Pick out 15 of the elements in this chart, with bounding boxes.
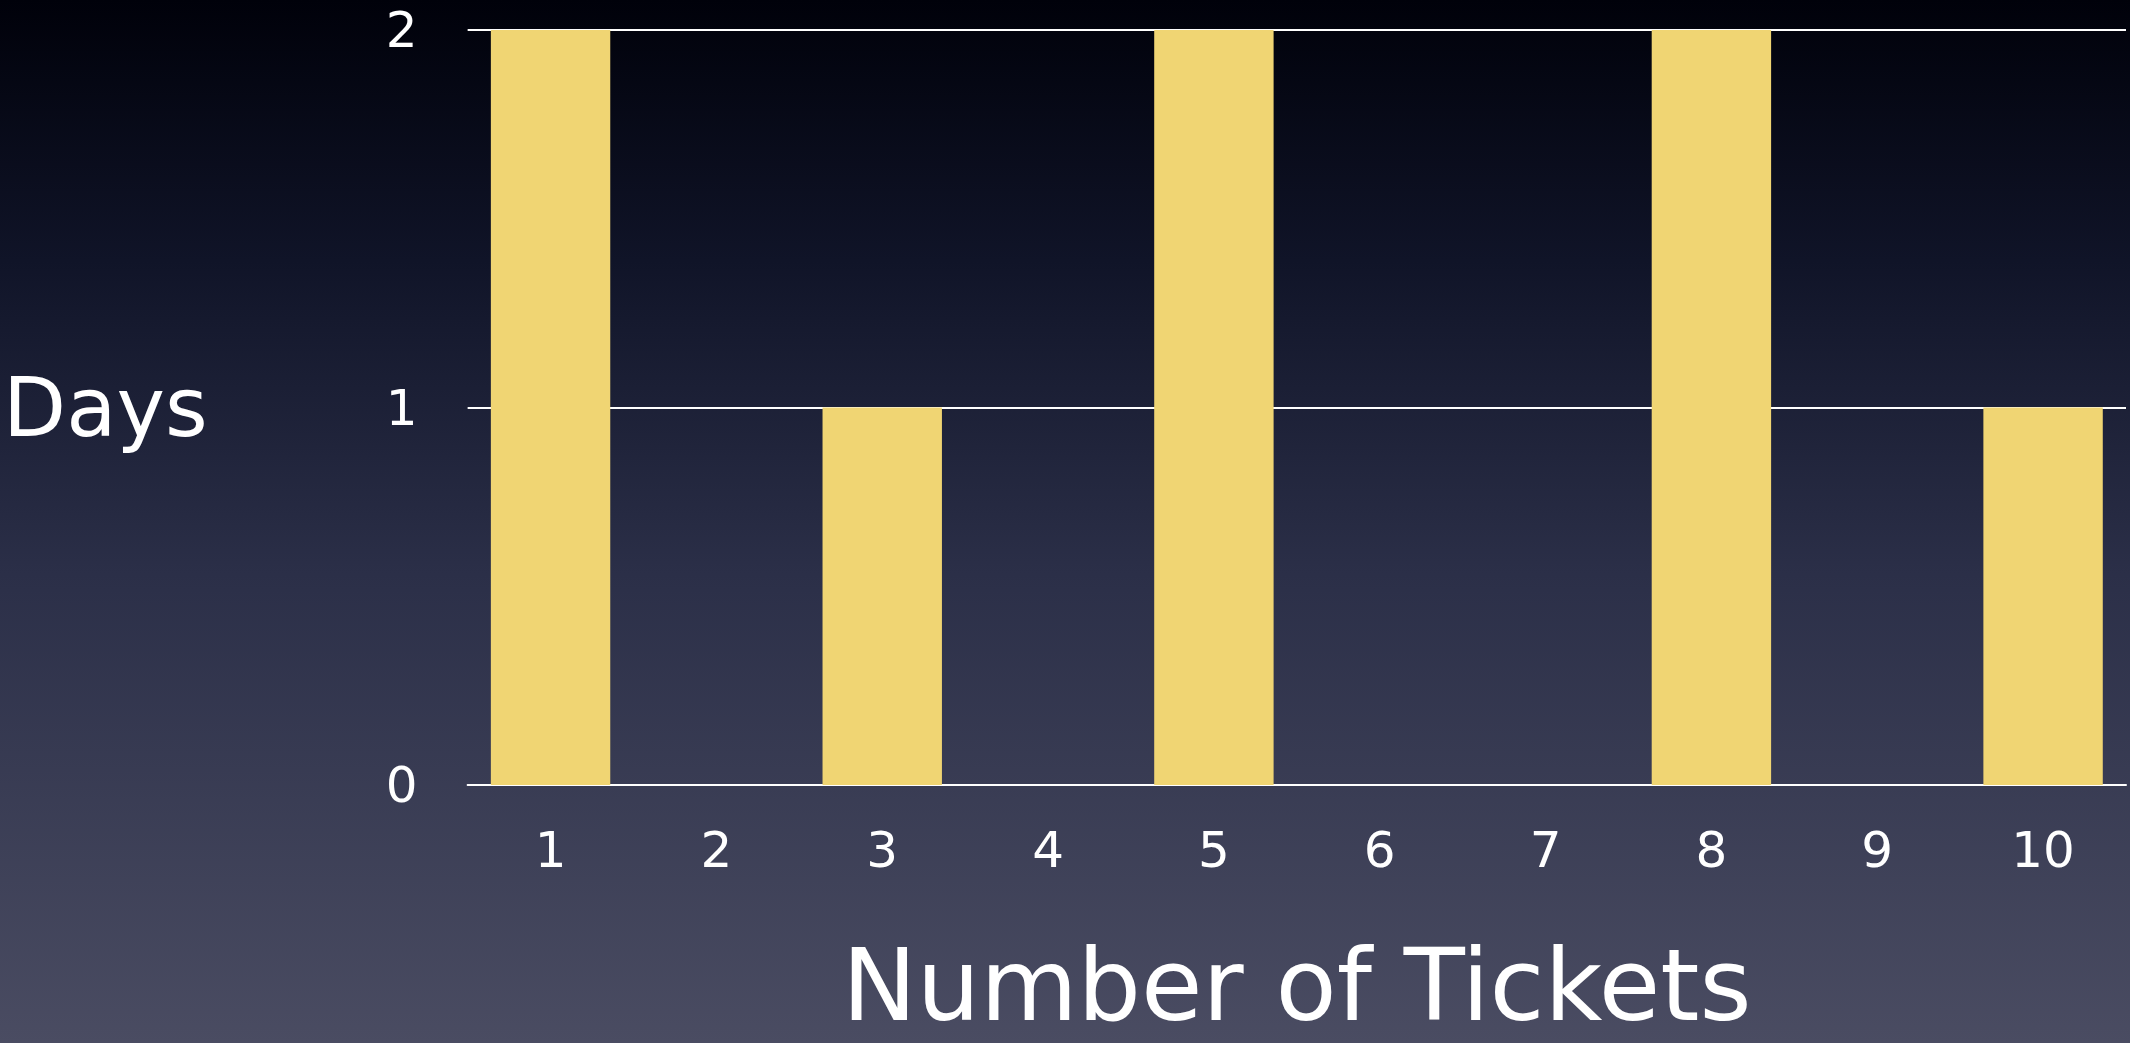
x-tick-label: 7: [1529, 821, 1562, 879]
y-tick-label: 1: [385, 378, 418, 437]
y-tick-label: 2: [385, 1, 418, 59]
x-tick-label: 8: [1695, 821, 1728, 879]
x-tick-label: 6: [1363, 821, 1396, 879]
x-tick-label: 9: [1861, 821, 1894, 879]
x-tick-label: 2: [700, 821, 733, 879]
x-tick-label: 4: [1032, 821, 1064, 879]
x-tick-label: 1: [534, 821, 567, 879]
x-axis-title: Number of Tickets: [842, 926, 1752, 1043]
y-axis-title: Days: [3, 360, 208, 455]
x-tick-label: 5: [1198, 821, 1230, 879]
x-tick-label: 10: [2011, 821, 2075, 879]
y-tick-label: 0: [385, 756, 418, 814]
x-tick-label: 3: [866, 821, 899, 879]
